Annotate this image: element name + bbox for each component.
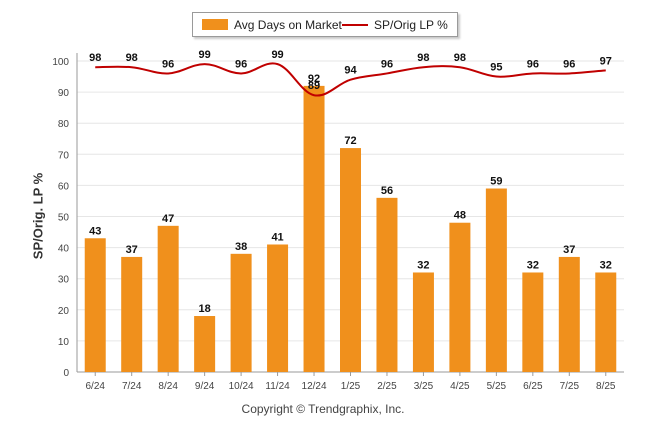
bar <box>558 256 580 372</box>
axes: 0 10 20 30 40 50 60 70 80 90 100 6/24 7/24 8/24 9/24 10… <box>52 53 624 392</box>
x-tick-label: 7/25 <box>560 381 580 392</box>
line-value-label: 96 <box>527 58 539 70</box>
bar <box>194 316 216 372</box>
line-value-label: 99 <box>199 49 211 61</box>
bar-value-label: 32 <box>417 259 429 271</box>
line-value-label: 96 <box>162 58 174 70</box>
bar-value-label: 72 <box>344 135 356 147</box>
bar-value-label: 37 <box>126 244 138 256</box>
bar <box>303 85 325 372</box>
bar-value-label: 59 <box>490 176 502 188</box>
y-tick-label: 0 <box>63 368 69 379</box>
bar-value-label: 32 <box>527 259 539 271</box>
bar-series <box>84 85 617 372</box>
x-tick-label: 6/24 <box>85 381 105 392</box>
bar <box>121 256 143 372</box>
x-tick-label: 3/25 <box>414 381 434 392</box>
x-tick-label: 11/24 <box>265 381 290 392</box>
bar <box>595 272 617 372</box>
line-value-label: 97 <box>600 55 612 67</box>
line-value-label: 95 <box>490 62 502 74</box>
bar-value-label: 18 <box>199 303 211 315</box>
line-value-label: 89 <box>308 80 320 92</box>
y-tick-label: 50 <box>58 213 70 224</box>
line-value-label: 96 <box>235 58 247 70</box>
bar-value-label: 32 <box>600 259 612 271</box>
legend-item-days[interactable]: Avg Days on Market <box>202 13 342 36</box>
bar <box>412 272 434 372</box>
y-tick-label: 70 <box>58 150 70 161</box>
line-value-label: 98 <box>126 52 138 64</box>
bar-value-label: 48 <box>454 210 466 222</box>
y-tick-label: 60 <box>58 181 70 192</box>
legend-item-sp-lp[interactable]: SP/Orig LP % <box>342 13 448 36</box>
line-value-label: 94 <box>344 65 357 77</box>
bar <box>84 238 106 372</box>
line-series <box>95 62 606 97</box>
data-labels: 43 37 47 18 38 41 92 72 56 32 48 59 32 37 32 98 98 96 99 96… <box>89 49 612 315</box>
x-tick-label: 8/25 <box>596 381 616 392</box>
x-tick-label: 9/24 <box>195 381 215 392</box>
y-axis-title: SP/Orig. LP % <box>30 172 46 260</box>
bar <box>485 188 507 372</box>
line-value-label: 98 <box>454 52 466 64</box>
x-tick-label: 7/24 <box>122 381 142 392</box>
x-tick-label: 10/24 <box>229 381 254 392</box>
bar <box>522 272 544 372</box>
x-tick-label: 5/25 <box>487 381 507 392</box>
bar <box>449 222 471 372</box>
y-tick-label: 90 <box>58 88 70 99</box>
bar-value-label: 43 <box>89 225 101 237</box>
x-tick-label: 8/24 <box>158 381 178 392</box>
sp-lp-line <box>95 62 606 97</box>
bar <box>376 197 398 372</box>
legend-bar-swatch <box>202 19 228 30</box>
bar <box>267 244 289 372</box>
legend: Avg Days on Market SP/Orig LP % <box>192 12 458 37</box>
bar-value-label: 92 <box>308 73 320 85</box>
bar-value-label: 37 <box>563 244 575 256</box>
bar-value-label: 38 <box>235 241 247 253</box>
bar <box>340 148 361 372</box>
y-tick-label: 20 <box>58 306 70 317</box>
bar-value-label: 41 <box>271 231 283 243</box>
bar-value-label: 47 <box>162 213 174 225</box>
x-tick-label: 2/25 <box>377 381 397 392</box>
bar <box>230 253 252 372</box>
line-value-label: 96 <box>563 58 575 70</box>
x-tick-label: 6/25 <box>523 381 543 392</box>
legend-label-sp-lp: SP/Orig LP % <box>374 17 448 32</box>
legend-label-days: Avg Days on Market <box>234 17 342 32</box>
line-value-label: 98 <box>89 52 101 64</box>
line-value-label: 99 <box>271 49 283 61</box>
legend-line-swatch <box>342 23 368 26</box>
x-tick-label: 12/24 <box>302 381 327 392</box>
copyright-text: Copyright © Trendgraphix, Inc. <box>241 402 405 416</box>
line-value-label: 96 <box>381 58 393 70</box>
bar <box>157 225 179 372</box>
y-tick-label: 30 <box>58 275 70 286</box>
x-tick-label: 1/25 <box>341 381 361 392</box>
y-tick-label: 40 <box>58 244 70 255</box>
bar-value-label: 56 <box>381 185 393 197</box>
y-tick-label: 80 <box>58 119 70 130</box>
y-tick-label: 100 <box>52 57 69 68</box>
x-tick-label: 4/25 <box>450 381 470 392</box>
line-value-label: 98 <box>417 52 429 64</box>
y-tick-label: 10 <box>58 337 70 348</box>
